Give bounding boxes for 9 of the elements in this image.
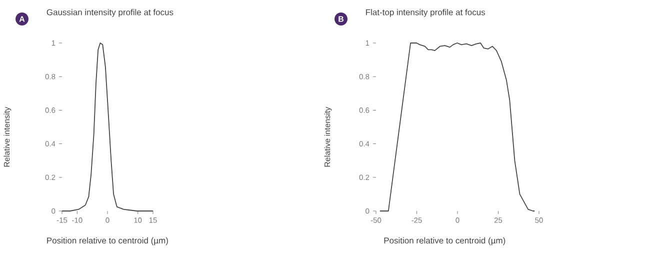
x-axis-title: Position relative to centroid (µm) (47, 237, 168, 246)
text: A (19, 16, 25, 22)
chart-title: Gaussian intensity profile at focus (46, 9, 174, 17)
y-axis-title: Relative intensity (324, 106, 332, 167)
x-axis-title: Position relative to centroid (µm) (384, 237, 506, 246)
text: B (338, 16, 344, 22)
y-axis-title: Relative intensity (4, 106, 12, 167)
line-series (62, 42, 154, 212)
chart-title: Flat-top intensity profile at focus (366, 9, 486, 17)
